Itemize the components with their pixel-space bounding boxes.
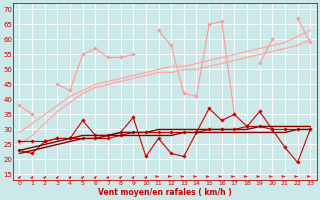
X-axis label: Vent moyen/en rafales ( km/h ): Vent moyen/en rafales ( km/h ) [98,188,232,197]
